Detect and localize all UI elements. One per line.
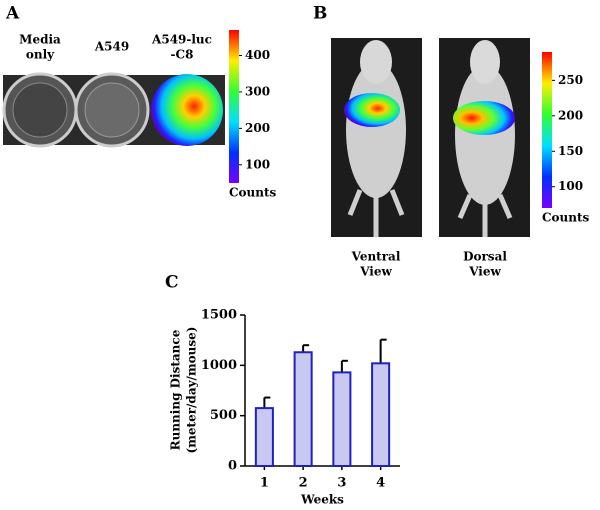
column-label: only <box>26 48 55 62</box>
column-label: -C8 <box>171 48 194 62</box>
column-label: View <box>468 265 501 279</box>
bar <box>293 351 313 468</box>
x-tick-label: 1 <box>260 476 269 491</box>
panel-label: A <box>5 4 20 24</box>
column-label: A549 <box>94 40 129 54</box>
column-label: Dorsal <box>463 250 507 264</box>
colorbar-label: Counts <box>542 211 590 225</box>
column-label: View <box>359 265 392 279</box>
colorbar: 100 200 300 400 Counts <box>229 30 277 200</box>
mouse-images <box>331 38 530 237</box>
colorbar-tick-label: 150 <box>558 144 583 158</box>
panel-label: C <box>165 273 179 293</box>
x-tick-label: 2 <box>299 476 308 491</box>
colorbar-gradient <box>229 30 239 183</box>
colorbar-tick-label: 100 <box>558 179 583 193</box>
well-plate <box>2 72 225 148</box>
colorbar-label: Counts <box>229 186 277 200</box>
column-label: Ventral <box>351 250 401 264</box>
y-axis-label: (meter/day/mouse) <box>185 327 199 454</box>
column-label: Media <box>19 33 61 47</box>
colorbar-gradient <box>542 52 552 208</box>
x-tick-label: 4 <box>376 476 385 491</box>
colorbar-tick-label: 200 <box>245 121 270 135</box>
y-axis-label: Running Distance <box>169 329 183 450</box>
y-tick-label: 500 <box>210 408 237 423</box>
bar <box>332 371 352 468</box>
colorbar-tick-label: 300 <box>245 84 270 98</box>
bar <box>371 362 391 468</box>
y-tick-label: 1000 <box>201 358 237 373</box>
panel-label: B <box>313 4 327 24</box>
y-tick-label: 0 <box>228 459 237 474</box>
x-tick-label: 3 <box>337 476 346 491</box>
bar <box>254 407 274 468</box>
colorbar-tick-label: 100 <box>245 157 270 171</box>
colorbar-tick-label: 400 <box>245 48 270 62</box>
colorbar: 100 150 200 250 Counts <box>542 52 590 225</box>
x-axis-label: Weeks <box>300 493 344 507</box>
column-label: A549-luc <box>151 33 212 47</box>
colorbar-tick-label: 250 <box>558 73 583 87</box>
chart: C 0 500 1000 1500 Running Distance (meter/day/… <box>165 273 400 507</box>
colorbar-tick-label: 200 <box>558 108 583 122</box>
y-tick-label: 1500 <box>201 308 237 323</box>
